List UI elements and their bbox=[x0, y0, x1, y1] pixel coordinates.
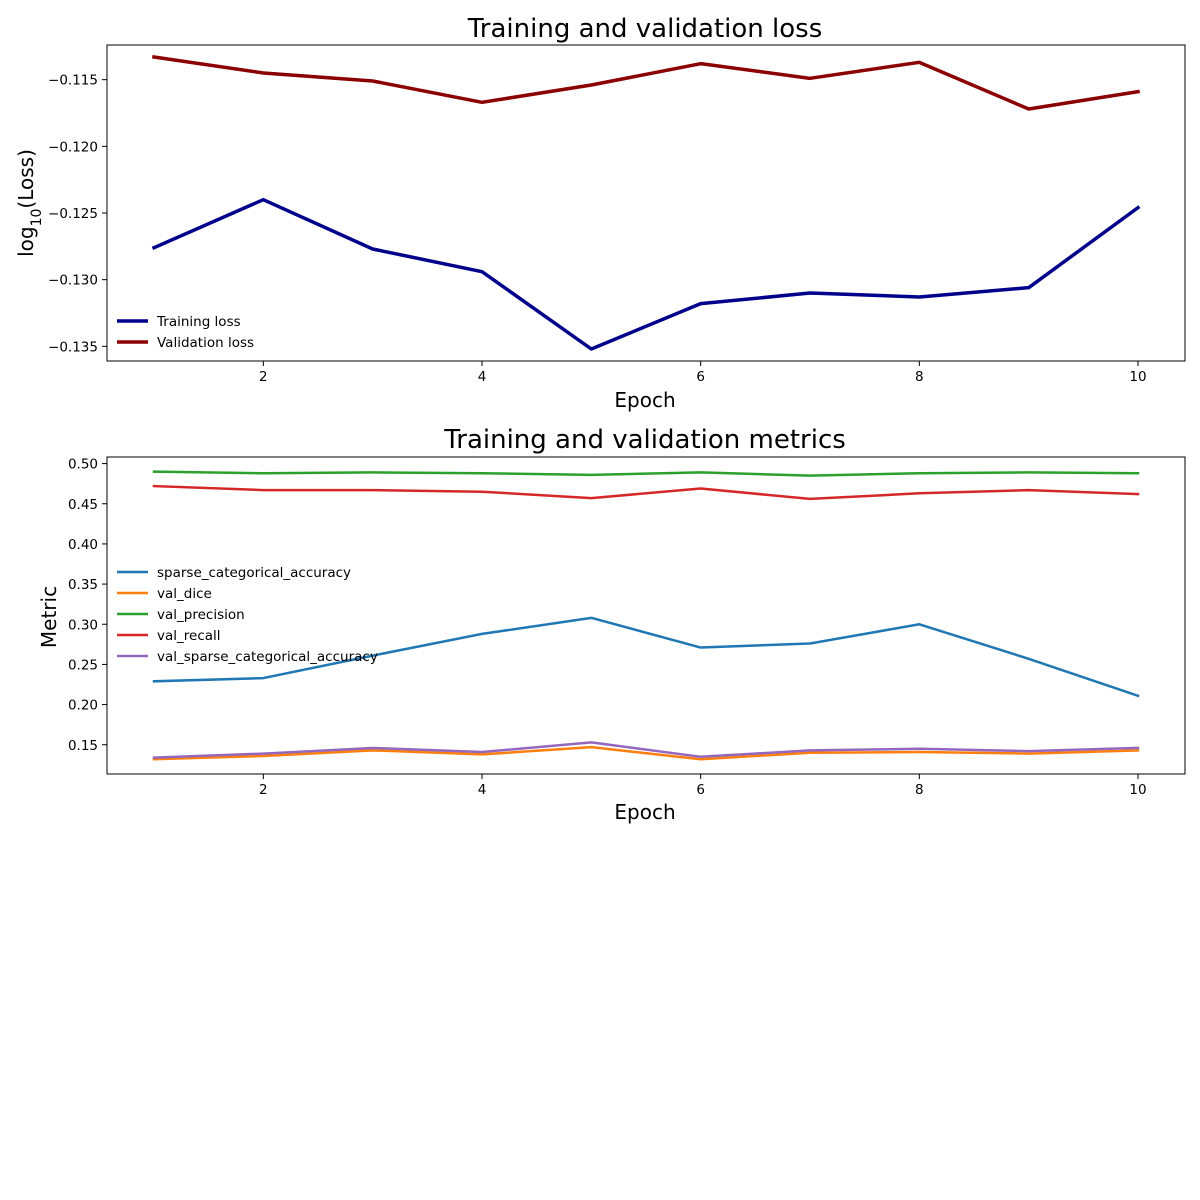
loss-y-tick-label: −0.120 bbox=[48, 139, 98, 155]
metrics-legend-label: val_precision bbox=[157, 607, 245, 623]
loss-legend-label: Validation loss bbox=[157, 335, 254, 351]
metrics-series-line-val-recall bbox=[152, 484, 1140, 501]
metrics-y-tick-label: 0.50 bbox=[68, 457, 98, 473]
metrics-y-tick-label: 0.20 bbox=[68, 698, 98, 714]
loss-legend-label: Training loss bbox=[156, 314, 241, 330]
metrics-series-line-val-sparse-categorical-accuracy bbox=[152, 741, 1140, 759]
metrics-series-line-val-dice bbox=[152, 745, 1140, 761]
metrics-y-tick-label: 0.45 bbox=[68, 497, 98, 513]
loss-plot-area bbox=[106, 44, 1186, 362]
metrics-legend-label: val_dice bbox=[157, 586, 212, 602]
metrics-chart: Training and validation metrics 2 4 6 8 10 0.… bbox=[37, 425, 1186, 824]
loss-x-tick-label: 4 bbox=[478, 369, 487, 385]
metrics-x-axis-label: Epoch bbox=[614, 800, 675, 824]
metrics-y-axis-label: Metric bbox=[37, 586, 61, 648]
metrics-x-tick-label: 8 bbox=[915, 782, 924, 798]
metrics-chart-lines bbox=[152, 470, 1140, 761]
metrics-y-tick-label: 0.25 bbox=[68, 657, 98, 673]
loss-y-tick-label: −0.130 bbox=[48, 273, 98, 289]
loss-chart-ticks: 2 4 6 8 10 −0.135 −0.130 −0.125 −0.120 −0.115 bbox=[48, 73, 1147, 385]
loss-y-axis-label: log10(Loss) bbox=[14, 149, 45, 257]
loss-y-axis-label-rest: (Loss) bbox=[14, 149, 38, 208]
metrics-plot-area bbox=[106, 456, 1186, 775]
loss-chart: Training and validation loss 2 4 6 8 10 −0.13… bbox=[14, 14, 1186, 412]
metrics-x-tick-label: 4 bbox=[478, 782, 487, 798]
metrics-legend: sparse_categorical_accuracy val_dice val_p… bbox=[117, 565, 378, 665]
metrics-y-tick-label: 0.35 bbox=[68, 577, 98, 593]
loss-series-line-training-loss bbox=[151, 197, 1141, 351]
loss-y-axis-label-subscript: 10 bbox=[29, 209, 45, 227]
loss-y-tick-label: −0.135 bbox=[48, 339, 98, 355]
metrics-x-tick-label: 2 bbox=[259, 782, 268, 798]
metrics-x-tick-label: 10 bbox=[1129, 782, 1146, 798]
loss-x-axis-label: Epoch bbox=[614, 388, 675, 412]
loss-legend: Training loss Validation loss bbox=[117, 314, 254, 351]
loss-y-tick-label: −0.115 bbox=[48, 73, 98, 89]
loss-series-line-validation-loss bbox=[152, 55, 1140, 111]
metrics-series-line-val-precision bbox=[152, 470, 1140, 477]
loss-x-tick-label: 10 bbox=[1129, 369, 1146, 385]
loss-y-tick-label: −0.125 bbox=[48, 206, 98, 222]
metrics-x-tick-label: 6 bbox=[696, 782, 705, 798]
metrics-legend-label: val_sparse_categorical_accuracy bbox=[157, 649, 378, 665]
loss-x-tick-label: 8 bbox=[915, 369, 924, 385]
loss-y-axis-label-base: log bbox=[14, 226, 38, 257]
loss-x-tick-label: 6 bbox=[696, 369, 705, 385]
metrics-y-tick-label: 0.40 bbox=[68, 537, 98, 553]
metrics-series-line-sparse-categorical-accuracy bbox=[152, 616, 1140, 698]
loss-chart-title: Training and validation loss bbox=[467, 14, 823, 44]
metrics-y-tick-label: 0.30 bbox=[68, 617, 98, 633]
metrics-y-tick-label: 0.15 bbox=[68, 738, 98, 754]
metrics-chart-title: Training and validation metrics bbox=[443, 425, 846, 455]
metrics-chart-ticks: 2 4 6 8 10 0.15 0.20 0.25 0.30 0.35 0.40 0.45 0.50 bbox=[68, 457, 1147, 798]
loss-chart-lines bbox=[151, 55, 1141, 351]
metrics-legend-label: sparse_categorical_accuracy bbox=[157, 565, 351, 581]
metrics-legend-label: val_recall bbox=[157, 628, 221, 644]
loss-x-tick-label: 2 bbox=[259, 369, 268, 385]
